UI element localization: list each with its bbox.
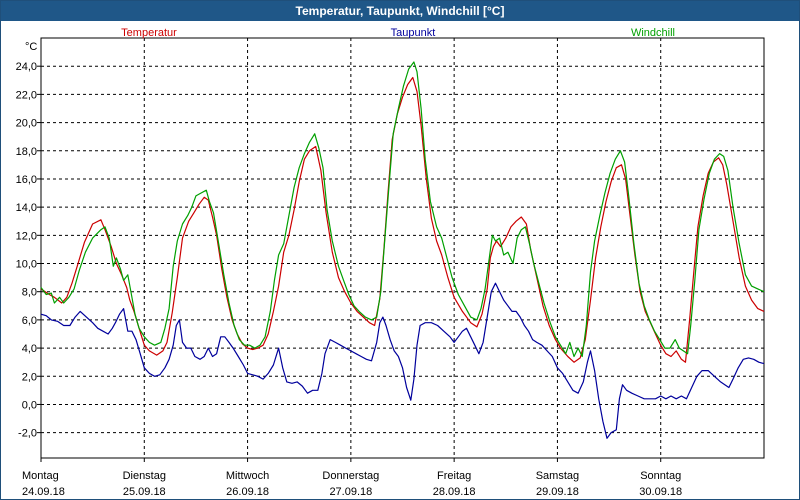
y-tick-label: 10,0 xyxy=(16,259,37,271)
legend-item-taupunkt: Taupunkt xyxy=(391,27,436,39)
y-tick-label: 0,0 xyxy=(22,399,37,411)
y-tick-label: 8,0 xyxy=(22,287,37,299)
y-axis: °C 24,0 22,0 20,0 18,0 16,0 14,0 12,0 10,0 8,0 6,… xyxy=(16,41,41,440)
grid xyxy=(41,38,764,458)
series-line-temperatur xyxy=(40,76,765,363)
plot-frame xyxy=(40,37,765,459)
x-tick-date: 26.09.18 xyxy=(226,486,269,498)
x-tick-date: 25.09.18 xyxy=(123,486,166,498)
y-tick-label: 14,0 xyxy=(16,202,37,214)
y-tick-label: 16,0 xyxy=(16,174,37,186)
x-tick-date: 28.09.18 xyxy=(433,486,476,498)
chart-area: Temperatur Taupunkt Windchill °C 24,0 22,0 2… xyxy=(16,27,765,498)
y-tick-label: 12,0 xyxy=(16,230,37,242)
x-axis: Montag 24.09.18 Dienstag 25.09.18 Mittwoch 26… xyxy=(22,458,682,498)
y-tick-label: -2,0 xyxy=(18,428,37,440)
chart-title: Temperatur, Taupunkt, Windchill [°C] xyxy=(1,1,799,21)
legend-item-windchill: Windchill xyxy=(631,27,675,39)
legend: Temperatur Taupunkt Windchill xyxy=(121,27,675,39)
x-tick-date: 29.09.18 xyxy=(536,486,579,498)
x-tick-weekday: Mittwoch xyxy=(226,470,269,482)
x-tick-weekday: Samstag xyxy=(536,470,579,482)
x-tick-date: 27.09.18 xyxy=(329,486,372,498)
y-tick-label: 18,0 xyxy=(16,146,37,158)
x-tick-weekday: Freitag xyxy=(437,470,471,482)
y-tick-label: 22,0 xyxy=(16,89,37,101)
y-tick-label: 20,0 xyxy=(16,118,37,130)
x-tick-weekday: Donnerstag xyxy=(322,470,379,482)
series xyxy=(40,61,765,439)
series-line-taupunkt xyxy=(40,282,765,439)
series-line-windchill xyxy=(40,61,765,358)
y-tick-label: 4,0 xyxy=(22,343,37,355)
legend-item-temperatur: Temperatur xyxy=(121,27,177,39)
y-tick-label: 2,0 xyxy=(22,371,37,383)
x-tick-date: 30.09.18 xyxy=(639,486,682,498)
y-tick-label: 6,0 xyxy=(22,315,37,327)
x-tick-weekday: Montag xyxy=(22,470,59,482)
x-tick-weekday: Dienstag xyxy=(123,470,166,482)
x-tick-weekday: Sonntag xyxy=(640,470,681,482)
y-tick-label: 24,0 xyxy=(16,61,37,73)
y-axis-unit-label: °C xyxy=(25,41,37,53)
x-tick-date: 24.09.18 xyxy=(22,486,65,498)
